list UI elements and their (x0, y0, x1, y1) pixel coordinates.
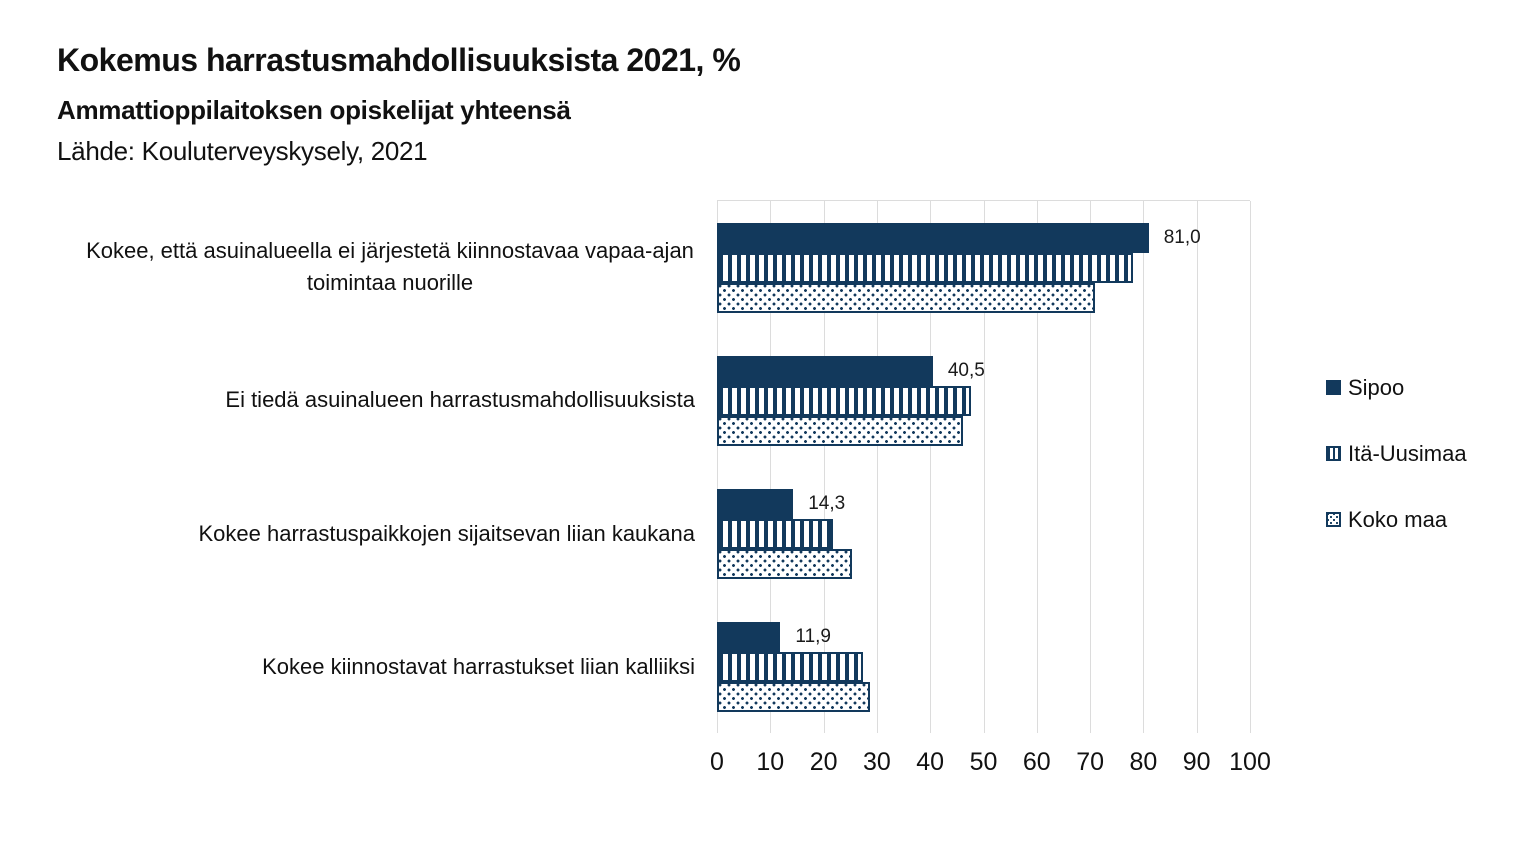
gridline (823, 201, 825, 733)
gridline (717, 201, 718, 733)
chart-subtitle: Ammattioppilaitoksen opiskelijat yhteens… (57, 95, 571, 125)
category-label-row: Kokee, että asuinalueella ei järjestetä … (20, 200, 695, 333)
bar-sipoo (717, 355, 933, 386)
x-axis-tick-label: 60 (1022, 748, 1051, 776)
bar-koko-maa (717, 682, 870, 713)
legend-label: Koko maa (1348, 506, 1448, 532)
page-title: Kokemus harrastusmahdollisuuksista 2021,… (57, 42, 741, 78)
legend-label: Itä-Uusimaa (1348, 440, 1467, 466)
bar-sipoo (717, 489, 794, 519)
category-label: Ei tiedä asuinalueen harrastusmahdollisu… (225, 387, 695, 413)
bar-ita-uusimaa (717, 385, 972, 416)
gridline (930, 201, 932, 733)
gridline (1196, 201, 1198, 733)
category-label: Kokee kiinnostavat harrastukset liian ka… (262, 653, 695, 679)
category-label: Kokee, että asuinalueella ei järjestetä … (86, 238, 694, 295)
source-line: Lähde: Kouluterveyskysely, 2021 (57, 136, 428, 166)
gridline (1036, 201, 1038, 733)
category-label-row: Kokee kiinnostavat harrastukset liian ka… (20, 600, 695, 733)
bar-ita-uusimaa (717, 252, 1133, 283)
x-axis-tick-label: 50 (969, 748, 998, 776)
legend: Sipoo Itä-Uusimaa Koko maa (1326, 374, 1467, 572)
gridline (1250, 201, 1251, 733)
gridline (770, 201, 772, 733)
legend-label: Sipoo (1348, 374, 1405, 400)
gridline (1090, 201, 1092, 733)
bar-koko-maa (717, 282, 1096, 313)
chart-header: Kokemus harrastusmahdollisuuksista 2021,… (57, 42, 1057, 167)
x-axis-tick-label: 70 (1076, 748, 1104, 776)
value-label: 11,9 (795, 626, 831, 648)
legend-swatch-koko-maa (1326, 512, 1341, 527)
bar-koko-maa (717, 415, 964, 446)
legend-item-ita-uusimaa: Itä-Uusimaa (1326, 440, 1467, 467)
legend-item-koko-maa: Koko maa (1326, 506, 1467, 533)
x-axis-tick-label: 10 (756, 748, 785, 776)
legend-swatch-ita-uusimaa (1326, 446, 1341, 461)
gridline (876, 201, 878, 733)
value-label: 81,0 (1163, 226, 1201, 248)
x-axis-tick-label: 80 (1129, 748, 1158, 776)
category-axis: Kokee, että asuinalueella ei järjestetä … (20, 200, 695, 733)
value-label: 40,5 (947, 359, 985, 381)
bar-sipoo (717, 622, 781, 653)
x-axis-tick-label: 40 (916, 748, 945, 776)
x-axis-tick-label: 90 (1182, 748, 1211, 776)
legend-item-sipoo: Sipoo (1326, 374, 1467, 401)
plot-area: 81,0 40,5 14,3 11,9 (717, 200, 1251, 733)
category-label-row: Ei tiedä asuinalueen harrastusmahdollisu… (20, 333, 695, 466)
legend-swatch-sipoo (1326, 380, 1341, 395)
category-label-row: Kokee harrastuspaikkojen sijaitsevan lii… (20, 467, 695, 600)
value-label: 14,3 (808, 493, 846, 514)
x-axis-tick-label: 0 (710, 748, 724, 776)
x-axis-tick-label: 100 (1229, 748, 1271, 776)
bar-ita-uusimaa (717, 652, 864, 683)
x-axis: 0 10 20 30 40 50 60 70 80 90 100 (710, 748, 1271, 782)
x-axis-tick-label: 30 (862, 748, 891, 776)
x-axis-tick-label: 20 (809, 748, 838, 776)
gridline (1143, 201, 1145, 733)
category-label: Kokee harrastuspaikkojen sijaitsevan lii… (198, 520, 695, 546)
bar-koko-maa (717, 549, 852, 579)
bar-ita-uusimaa (717, 519, 833, 549)
bar-sipoo (717, 222, 1149, 253)
gridline (983, 201, 985, 733)
